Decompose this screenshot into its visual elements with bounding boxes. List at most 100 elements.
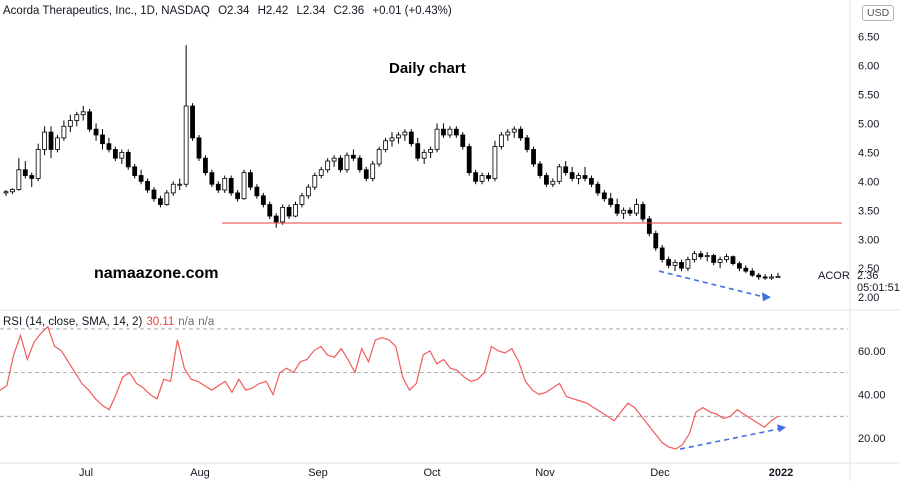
candle-72 — [466, 143, 472, 176]
candle-112 — [724, 253, 729, 263]
candle-body-74 — [479, 175, 485, 182]
candle-body-84 — [544, 175, 549, 185]
candle-107 — [691, 250, 697, 263]
candle-88 — [569, 166, 575, 182]
candle-body-92 — [595, 183, 601, 194]
candle-body-20 — [132, 166, 138, 176]
candle-body-18 — [119, 151, 125, 159]
candle-70 — [453, 126, 459, 138]
rsi-na-1: n/a — [178, 316, 195, 328]
symbol-name: Acorda Therapeutics, Inc., 1D, NASDAQ — [3, 5, 210, 17]
price-tick-label-6: 3.50 — [858, 205, 879, 217]
candle-39 — [254, 184, 260, 199]
candle-106 — [685, 256, 691, 272]
candle-body-15 — [100, 134, 105, 145]
change-value: +0.01 (+0.43%) — [372, 5, 452, 17]
candle-34 — [222, 175, 228, 193]
candle-62 — [402, 129, 408, 141]
chart-header: Acorda Therapeutics, Inc., 1D, NASDAQ O2… — [3, 5, 457, 17]
rsi-tick-label-0: 60.00 — [858, 346, 886, 358]
candle-body-63 — [408, 131, 414, 145]
rsi-line[interactable] — [0, 325, 779, 450]
price-tick-label-1: 6.00 — [858, 60, 879, 72]
candle-75 — [486, 172, 491, 182]
candle-body-50 — [325, 160, 331, 171]
candle-3 — [22, 161, 28, 179]
time-tick-label-0: Jul — [79, 467, 93, 479]
candle-113 — [730, 255, 736, 266]
candle-45 — [293, 201, 298, 218]
candle-body-61 — [396, 134, 401, 139]
candle-21 — [138, 169, 144, 185]
price-pane[interactable] — [3, 45, 842, 302]
candle-68 — [441, 123, 446, 138]
ticker-label: ACOR — [818, 270, 850, 282]
candle-body-57 — [370, 163, 376, 179]
price-tick-label-5: 4.00 — [858, 176, 879, 188]
chart-annotation-title: Daily chart — [389, 60, 466, 77]
brand-watermark: namaazone.com — [94, 265, 219, 282]
candle-80 — [518, 126, 524, 141]
candle-body-22 — [145, 180, 150, 191]
candle-115 — [743, 265, 749, 273]
candle-body-117 — [756, 274, 762, 278]
candle-body-109 — [704, 255, 710, 258]
candle-body-93 — [601, 192, 607, 200]
candle-body-28 — [183, 105, 189, 185]
candle-50 — [325, 158, 331, 173]
close-value: C2.36 — [333, 5, 365, 17]
candle-body-116 — [749, 270, 755, 276]
price-tick-label-7: 3.00 — [858, 234, 879, 246]
candle-body-67 — [434, 128, 440, 150]
candle-54 — [351, 149, 356, 162]
candle-body-56 — [363, 169, 369, 179]
candle-18 — [119, 149, 125, 164]
candle-90 — [582, 166, 588, 182]
candle-111 — [717, 256, 723, 269]
candle-84 — [544, 172, 549, 188]
candle-body-38 — [248, 172, 253, 188]
rsi-pane[interactable] — [0, 325, 848, 450]
candle-11 — [74, 111, 80, 127]
time-tick-label-4: Nov — [535, 467, 555, 479]
candle-body-19 — [125, 151, 131, 168]
candle-body-31 — [203, 157, 208, 174]
candle-67 — [434, 123, 440, 153]
candle-69 — [447, 126, 453, 138]
candle-body-91 — [589, 178, 594, 185]
price-trend-arrow-line[interactable] — [658, 270, 766, 298]
rsi-legend[interactable]: RSI (14, close, SMA, 14, 2) 30.11 n/a n/a — [3, 316, 214, 328]
rsi-trend-arrow-line[interactable] — [679, 427, 781, 450]
candle-body-44 — [286, 207, 292, 217]
currency-badge[interactable]: USD — [862, 5, 895, 21]
candle-body-54 — [351, 154, 356, 159]
candle-100 — [646, 216, 652, 237]
candle-109 — [704, 252, 710, 262]
candle-43 — [280, 204, 286, 225]
candle-body-105 — [679, 262, 684, 269]
candle-59 — [383, 137, 388, 153]
candle-body-30 — [196, 137, 202, 159]
candle-51 — [331, 155, 337, 167]
candle-body-27 — [177, 183, 183, 186]
candle-64 — [415, 137, 421, 162]
candle-body-10 — [67, 120, 73, 127]
price-tick-label-3: 5.00 — [858, 118, 879, 130]
candle-body-107 — [691, 253, 697, 260]
candle-body-60 — [389, 137, 395, 142]
candle-body-69 — [447, 128, 453, 136]
candle-48 — [312, 172, 318, 191]
candle-body-94 — [608, 198, 614, 205]
candle-27 — [177, 178, 183, 191]
candle-52 — [338, 155, 343, 173]
candle-body-13 — [87, 111, 93, 130]
candle-body-68 — [441, 128, 446, 136]
candle-body-2 — [16, 169, 22, 190]
rsi-label: RSI (14, close, SMA, 14, 2) — [3, 316, 143, 328]
candle-body-0 — [3, 191, 9, 194]
candle-body-100 — [646, 218, 652, 234]
candle-body-23 — [151, 189, 157, 200]
candle-body-81 — [524, 137, 530, 150]
candle-44 — [286, 204, 292, 219]
